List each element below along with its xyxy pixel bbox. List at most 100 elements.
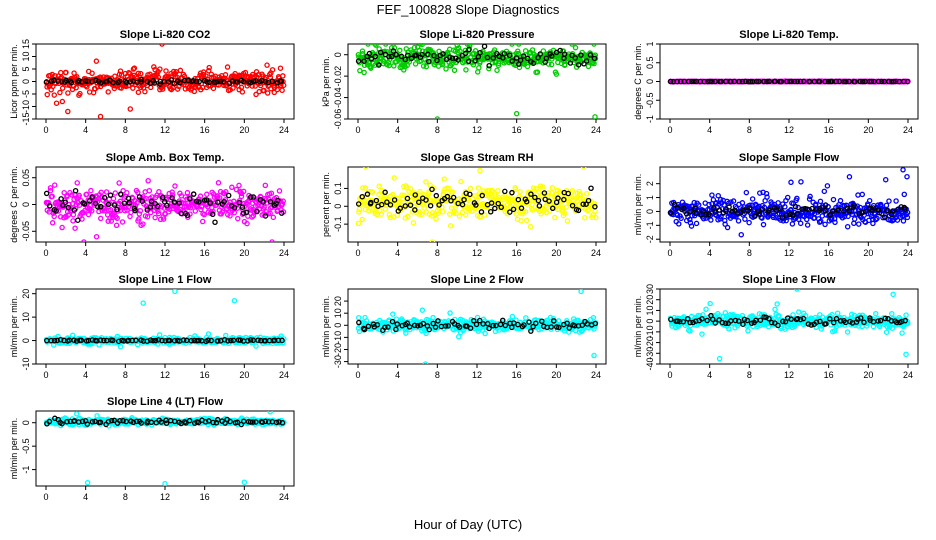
data-point-black [833, 78, 839, 85]
data-point [899, 330, 905, 336]
data-point-black [462, 50, 469, 57]
x-tick-label: 8 [435, 125, 440, 135]
data-point-black [800, 78, 807, 85]
data-point [784, 194, 791, 201]
data-point-black [779, 214, 785, 221]
data-point-black [499, 317, 506, 324]
x-tick-label: 4 [395, 125, 400, 135]
data-point [58, 69, 64, 76]
data-point [788, 179, 794, 186]
data-point-black [473, 321, 480, 328]
data-point [509, 44, 515, 47]
data-point [269, 239, 275, 242]
data-point [591, 60, 597, 67]
data-point-black [95, 204, 101, 210]
data-point [368, 65, 374, 71]
data-point [824, 183, 831, 189]
data-point-black [688, 208, 694, 215]
data-point [534, 69, 541, 75]
data-point [357, 67, 363, 74]
data-point [523, 217, 530, 224]
data-point-black [838, 318, 844, 324]
data-point-black [196, 337, 202, 344]
data-point-black [495, 200, 501, 207]
data-point [453, 210, 459, 217]
data-point [238, 84, 245, 91]
data-point-black [51, 337, 58, 344]
data-point [419, 211, 425, 218]
data-point [687, 216, 693, 223]
data-point [137, 207, 144, 214]
data-point-black [575, 207, 582, 214]
data-point-black [218, 78, 224, 85]
data-point [408, 186, 414, 192]
data-point [134, 200, 140, 206]
x-tick-label: 4 [707, 248, 712, 258]
data-point-black [225, 338, 231, 344]
y-axis-label: Licor ppm per min. [9, 44, 19, 119]
data-point-black [726, 204, 732, 210]
data-point-black [557, 47, 563, 54]
x-tick-label: 12 [160, 248, 170, 258]
data-point [84, 191, 90, 198]
data-point-black [406, 324, 413, 330]
data-point-black [361, 326, 368, 333]
data-point-black [823, 321, 829, 327]
data-point [794, 195, 800, 202]
data-point [746, 219, 752, 226]
y-tick-label: 2 [645, 181, 655, 186]
data-point-black [447, 54, 453, 60]
y-axis-label: kPa per min. [321, 56, 331, 107]
y-axis-label: degrees C per min. [633, 43, 643, 120]
y-tick-label: 15 [21, 39, 31, 49]
data-point [443, 66, 449, 72]
data-point [524, 63, 531, 70]
data-point [708, 217, 714, 223]
data-point [69, 192, 75, 198]
data-point [475, 185, 482, 191]
data-point-black [250, 78, 257, 85]
x-tick-label: 20 [863, 370, 873, 380]
data-point-black [748, 78, 754, 85]
data-point-black [240, 78, 247, 85]
data-point-black [800, 315, 807, 322]
data-point-black [427, 202, 434, 209]
y-tick-label: 0.1 [333, 182, 343, 195]
data-point-black [677, 78, 684, 85]
data-point [441, 176, 448, 182]
data-point [518, 218, 524, 224]
data-point-black [43, 190, 50, 197]
data-point-black [432, 324, 439, 330]
data-point [157, 66, 163, 72]
data-point-black [68, 79, 75, 86]
panel-title: Slope Li-820 Temp. [739, 29, 838, 41]
data-point [49, 220, 56, 226]
data-point-black [736, 78, 742, 85]
data-point [172, 183, 178, 189]
data-point [59, 85, 66, 91]
y-axis-label: ml/min per min. [321, 296, 331, 358]
data-point [562, 61, 568, 68]
data-point [423, 330, 429, 337]
data-point-black [716, 207, 723, 213]
data-point-black [442, 323, 449, 329]
data-point [89, 70, 95, 77]
data-point-black [569, 202, 576, 209]
data-point-black [700, 208, 706, 215]
data-point-black [196, 199, 202, 205]
data-point-black [215, 199, 221, 205]
y-tick-label: 20 [333, 296, 343, 306]
y-tick-label: 0 [645, 319, 655, 324]
data-point [763, 190, 770, 197]
data-point [405, 213, 411, 220]
data-point-black [408, 55, 415, 62]
data-point-black [209, 211, 216, 218]
data-point [242, 69, 249, 76]
data-point [356, 209, 362, 215]
data-point [849, 311, 855, 318]
data-point [163, 68, 169, 74]
data-point [578, 192, 584, 198]
data-point [458, 178, 464, 185]
data-point-black [517, 57, 524, 63]
